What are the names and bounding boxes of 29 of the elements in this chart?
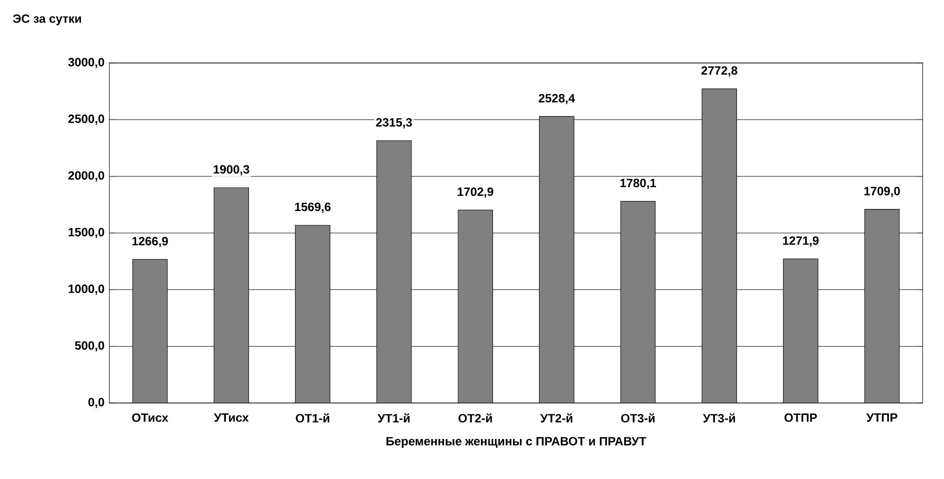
data-label: 2772,8	[701, 66, 738, 76]
chart-title: ЭС за сутки	[13, 14, 81, 26]
x-tick-label: УТПР	[866, 413, 898, 422]
x-tick-label: ОТ2-й	[458, 413, 492, 422]
y-tick-label: 2000,0	[68, 171, 104, 182]
data-label: 1569,6	[295, 202, 331, 213]
x-tick-label: УТ2-й	[540, 413, 572, 422]
x-axis-title: Беременные женщины с ПРАВОТ и ПРАВУТ	[386, 436, 646, 448]
data-label: 1266,9	[132, 236, 168, 248]
x-tick-label: УТисх	[214, 413, 249, 422]
data-label: 2315,3	[376, 118, 412, 128]
y-tick-label: 1500,0	[68, 228, 104, 238]
x-tick-label: УТ1-й	[378, 413, 410, 422]
data-label: 2528,4	[538, 94, 575, 104]
data-label: 1271,9	[783, 236, 819, 247]
y-tick-label: 3000,0	[68, 58, 104, 68]
x-tick-label: ОТ3-й	[621, 413, 655, 422]
y-tick-label: 2500,0	[68, 114, 104, 125]
x-tick-label: УТ3-й	[702, 413, 735, 422]
data-label: 1780,1	[620, 178, 656, 189]
y-tick-label: 0,0	[88, 398, 104, 408]
y-tick-label: 1000,0	[68, 284, 104, 295]
x-tick-label: ОТ1-й	[296, 413, 330, 422]
x-tick-label: ОТисх	[132, 413, 168, 422]
x-tick-label: ОТПР	[784, 413, 817, 422]
data-label: 1900,3	[214, 165, 250, 176]
data-label: 1702,9	[458, 187, 494, 198]
data-label: 1709,0	[864, 186, 900, 198]
y-tick-label: 500,0	[74, 341, 104, 352]
